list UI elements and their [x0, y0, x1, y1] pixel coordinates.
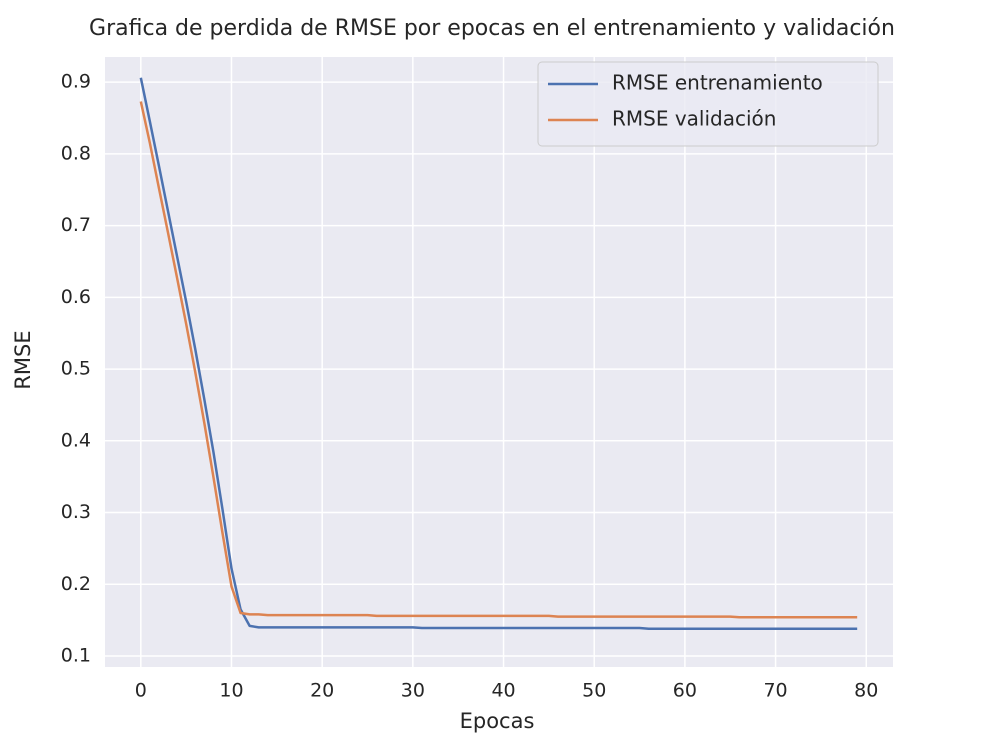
line-series — [139, 101, 858, 619]
x-tick-label: 40 — [491, 680, 515, 702]
y-tick-label: 0.6 — [61, 286, 91, 308]
x-tick-label: 30 — [401, 680, 425, 702]
legend-label: RMSE entrenamiento — [612, 71, 823, 95]
y-tick-label: 0.7 — [61, 214, 91, 236]
y-tick-label: 0.5 — [61, 358, 91, 380]
line-series — [139, 77, 858, 631]
y-tick-label: 0.8 — [61, 142, 91, 164]
x-tick-label: 70 — [763, 680, 787, 702]
x-tick-label: 20 — [310, 680, 334, 702]
y-axis-label: RMSE — [11, 330, 35, 389]
legend — [537, 61, 879, 147]
legend-label: RMSE validación — [612, 107, 776, 131]
x-tick-label: 0 — [135, 680, 147, 702]
x-tick-label: 80 — [854, 680, 878, 702]
x-tick-label: 50 — [582, 680, 606, 702]
x-tick-label: 60 — [673, 680, 697, 702]
plot-area — [105, 57, 893, 667]
y-tick-label: 0.1 — [61, 645, 91, 667]
y-tick-label: 0.2 — [61, 573, 91, 595]
chart-title: Grafica de perdida de RMSE por epocas en… — [89, 16, 895, 41]
y-tick-label: 0.4 — [61, 429, 91, 451]
y-tick-label: 0.9 — [61, 71, 91, 93]
x-axis-label: Epocas — [460, 709, 535, 733]
x-tick-label: 10 — [219, 680, 243, 702]
y-tick-label: 0.3 — [61, 501, 91, 523]
